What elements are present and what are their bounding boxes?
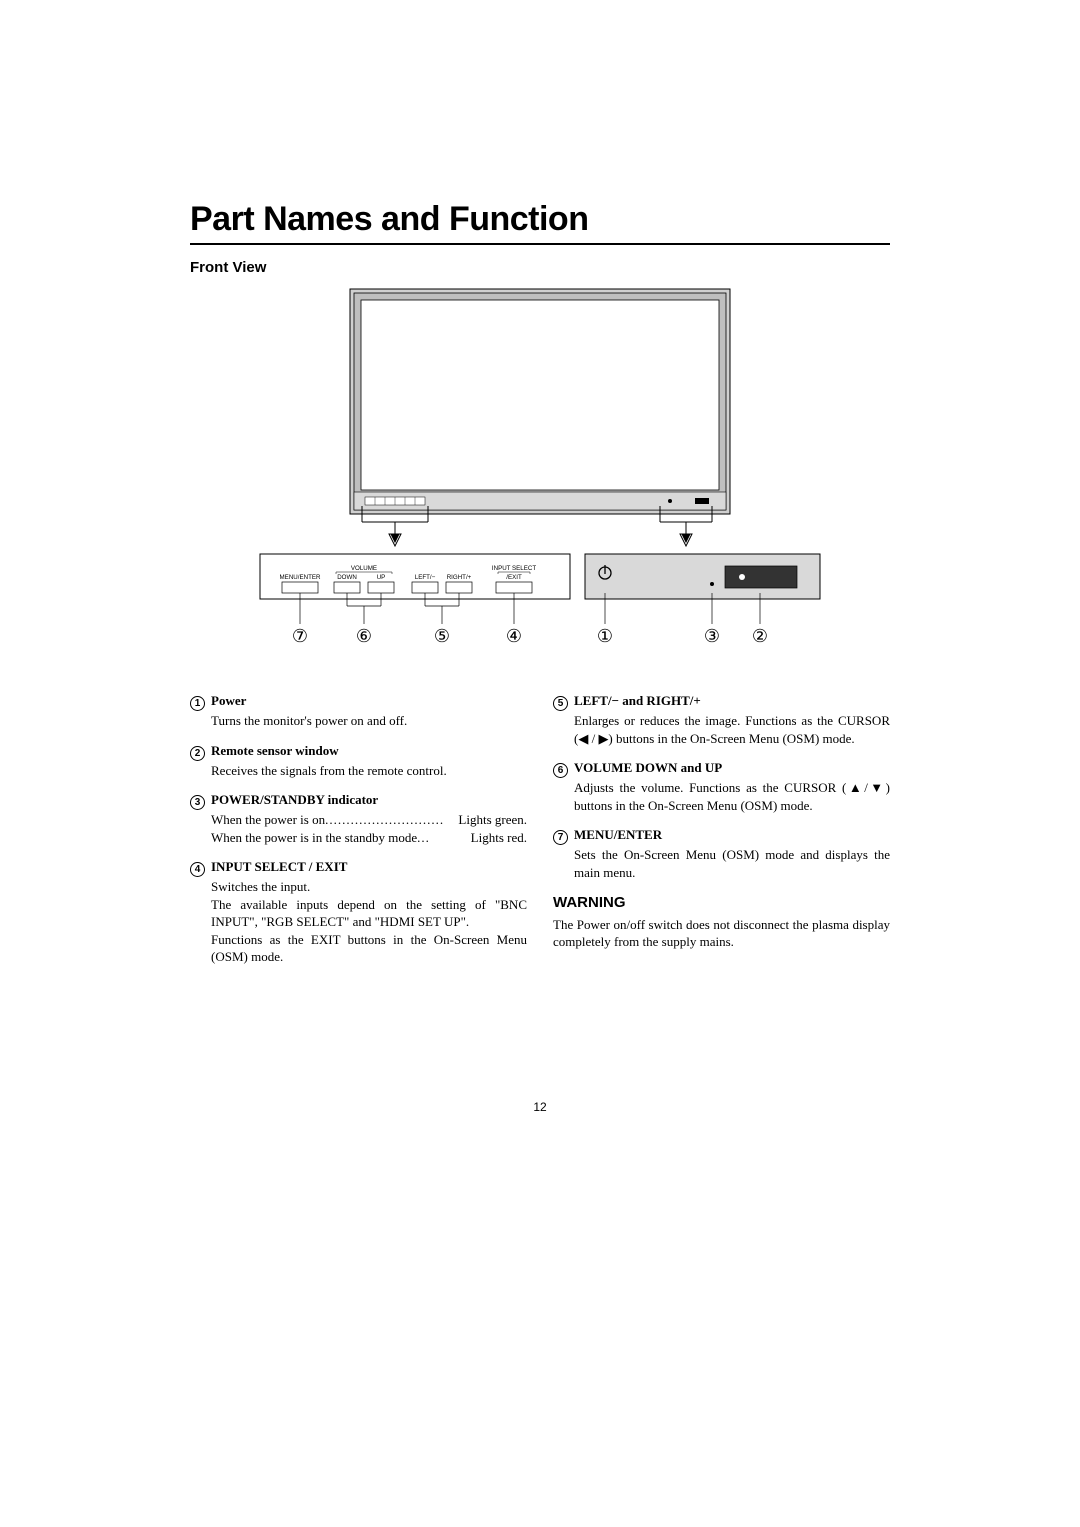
warning-body: The Power on/off switch does not disconn… [553,916,890,951]
descriptions: 1 Power Turns the monitor's power on and… [190,692,890,978]
num-2: 2 [190,746,205,761]
lbl-exit: /EXIT [506,574,522,581]
item-power: 1 Power Turns the monitor's power on and… [190,692,527,730]
page-title: Part Names and Function [190,200,890,239]
manual-page: Part Names and Function Front View [190,200,890,978]
front-view-diagram: MENU/ENTER DOWN UP LEFT/− RIGHT/+ /EXIT … [190,284,890,664]
item-left-right: 5 LEFT/− and RIGHT/+ Enlarges or reduces… [553,692,890,747]
left-column: 1 Power Turns the monitor's power on and… [190,692,527,978]
lbl-menu-enter: MENU/ENTER [280,574,321,581]
title-7: MENU/ENTER [574,826,662,844]
title-5: LEFT/− and RIGHT/+ [574,692,701,710]
body-1: Turns the monitor's power on and off. [190,712,527,730]
body-6: Adjusts the volume. Functions as the CUR… [553,779,890,814]
lbl-inputselect: INPUT SELECT [492,565,536,572]
callout-5: ⑤ [434,626,450,646]
title-1: Power [211,692,246,710]
item-menu-enter: 7 MENU/ENTER Sets the On-Screen Menu (OS… [553,826,890,881]
lbl-left: LEFT/− [415,574,436,581]
lbl-down: DOWN [337,574,357,581]
num-1: 1 [190,696,205,711]
page-number: 12 [0,1100,1080,1114]
num-5: 5 [553,696,568,711]
warning-heading: WARNING [553,893,890,913]
diagram-svg: MENU/ENTER DOWN UP LEFT/− RIGHT/+ /EXIT … [250,284,830,664]
lbl-up: UP [377,574,386,581]
title-3: POWER/STANDBY indicator [211,791,378,809]
body-5: Enlarges or reduces the image. Functions… [553,712,890,747]
lbl-right: RIGHT/+ [447,574,472,581]
lbl-volume: VOLUME [351,565,377,572]
callout-3: ③ [704,626,720,646]
callout-7: ⑦ [292,626,308,646]
body-3: When the power is on ...................… [190,811,527,846]
title-4: INPUT SELECT / EXIT [211,858,347,876]
item-input-select: 4 INPUT SELECT / EXIT Switches the input… [190,858,527,966]
callout-6: ⑥ [356,626,372,646]
item-power-standby: 3 POWER/STANDBY indicator When the power… [190,791,527,846]
num-4: 4 [190,862,205,877]
callout-4: ④ [506,626,522,646]
num-3: 3 [190,795,205,810]
item-remote-sensor: 2 Remote sensor window Receives the sign… [190,742,527,780]
section-subheading: Front View [190,259,890,276]
body-7: Sets the On-Screen Menu (OSM) mode and d… [553,846,890,881]
title-rule [190,243,890,245]
callout-2: ② [752,626,768,646]
body-2: Receives the signals from the remote con… [190,762,527,780]
title-6: VOLUME DOWN and UP [574,759,722,777]
num-7: 7 [553,830,568,845]
body-4: Switches the input. The available inputs… [190,878,527,966]
num-6: 6 [553,763,568,778]
item-volume: 6 VOLUME DOWN and UP Adjusts the volume.… [553,759,890,814]
title-2: Remote sensor window [211,742,339,760]
callout-1: ① [597,626,613,646]
right-column: 5 LEFT/− and RIGHT/+ Enlarges or reduces… [553,692,890,978]
